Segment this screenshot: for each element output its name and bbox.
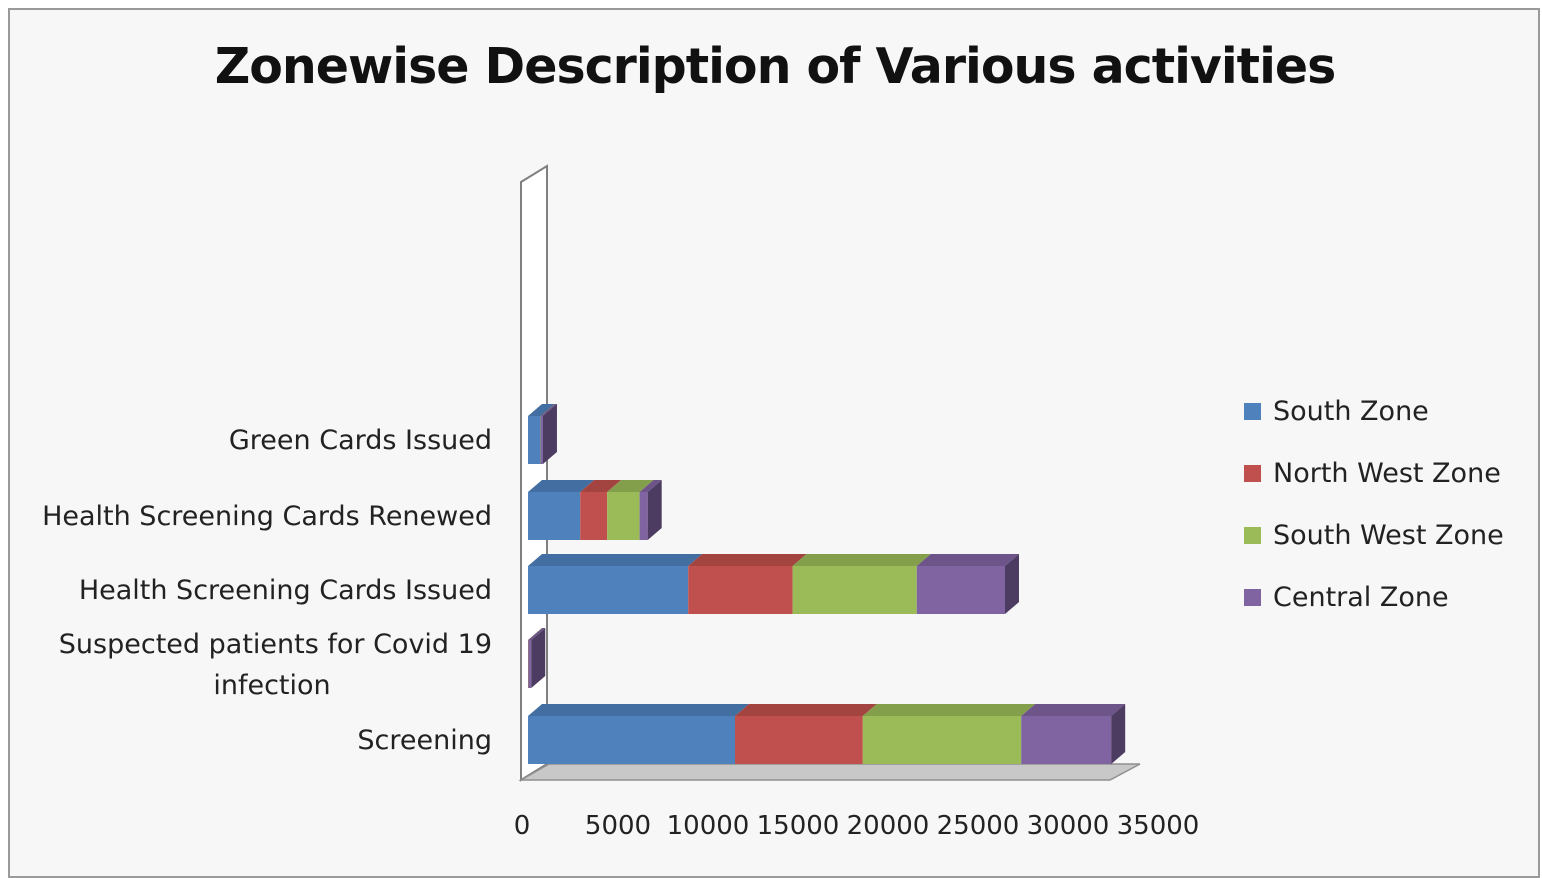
x-tick-label: 0 — [514, 811, 531, 841]
bar-central-zone-0 — [1021, 716, 1112, 764]
bar-top-3-1 — [528, 628, 546, 640]
bar-top-3-0 — [1021, 704, 1126, 716]
bar-north-west-zone-0 — [735, 716, 863, 764]
bar-south-zone-4 — [528, 416, 541, 464]
category-label: Green Cards Issued — [229, 425, 492, 456]
legend-swatch — [1244, 464, 1261, 482]
x-tick-label: 10000 — [667, 811, 750, 841]
bar-north-west-zone-3 — [580, 492, 608, 540]
bar-south-zone-2 — [528, 566, 689, 614]
chart-title: Zonewise Description of Various activiti… — [214, 38, 1337, 95]
bar-south-west-zone-2 — [792, 566, 917, 614]
bar-top-0-2 — [528, 554, 703, 566]
floor — [518, 763, 1141, 781]
legend-item: South West Zone — [1244, 504, 1504, 566]
side-wall — [520, 164, 548, 782]
bar-top-0-0 — [528, 704, 749, 716]
bar-central-zone-1 — [528, 640, 532, 688]
category-label: Health Screening Cards Issued — [79, 575, 492, 606]
bar-top-2-3 — [607, 480, 654, 492]
bar-top-0-3 — [528, 480, 595, 492]
x-tick-label: 20000 — [847, 811, 930, 841]
bar-central-zone-4 — [540, 416, 543, 464]
bar-top-3-4 — [540, 404, 557, 416]
legend-swatch — [1244, 526, 1261, 544]
category-label: Suspected patients for Covid 19 infection — [59, 629, 492, 701]
legend-label: North West Zone — [1273, 457, 1501, 489]
x-tick-label: 5000 — [585, 811, 651, 841]
legend-item: North West Zone — [1244, 442, 1504, 504]
bar-top-0-4 — [528, 404, 555, 416]
x-tick-label: 15000 — [757, 811, 840, 841]
legend-item: South Zone — [1244, 380, 1504, 442]
bar-central-zone-3 — [639, 492, 648, 540]
bar-side-0 — [1111, 704, 1126, 764]
legend-label: South West Zone — [1273, 519, 1504, 551]
bar-north-west-zone-2 — [688, 566, 793, 614]
bar-side-2 — [1005, 554, 1019, 614]
bar-south-west-zone-0 — [862, 716, 1022, 764]
legend-label: Central Zone — [1273, 581, 1449, 613]
x-tick-label: 30000 — [1027, 811, 1110, 841]
bar-south-zone-0 — [528, 716, 735, 764]
bar-side-1 — [531, 628, 546, 688]
bar-top-1-0 — [735, 704, 877, 716]
bar-top-2-2 — [792, 554, 931, 566]
bar-south-west-zone-3 — [607, 492, 640, 540]
legend-swatch — [1244, 402, 1261, 420]
category-label: Health Screening Cards Renewed — [42, 501, 492, 532]
bar-side-4 — [542, 404, 557, 464]
bar-top-1-3 — [580, 480, 622, 492]
bar-side-3 — [647, 480, 662, 540]
bar-top-2-0 — [862, 704, 1036, 716]
legend-item: Central Zone — [1244, 566, 1504, 628]
x-tick-label: 35000 — [1117, 811, 1200, 841]
x-tick-label: 25000 — [937, 811, 1020, 841]
bar-top-3-2 — [916, 554, 1019, 566]
bar-top-3-3 — [639, 480, 662, 492]
category-label: Screening — [357, 725, 492, 756]
bar-top-1-2 — [688, 554, 807, 566]
legend-swatch — [1244, 588, 1261, 606]
bar-central-zone-2 — [916, 566, 1005, 614]
legend: South Zone North West Zone South West Zone… — [1244, 380, 1504, 628]
legend-label: South Zone — [1273, 395, 1429, 427]
bar-south-zone-3 — [528, 492, 581, 540]
